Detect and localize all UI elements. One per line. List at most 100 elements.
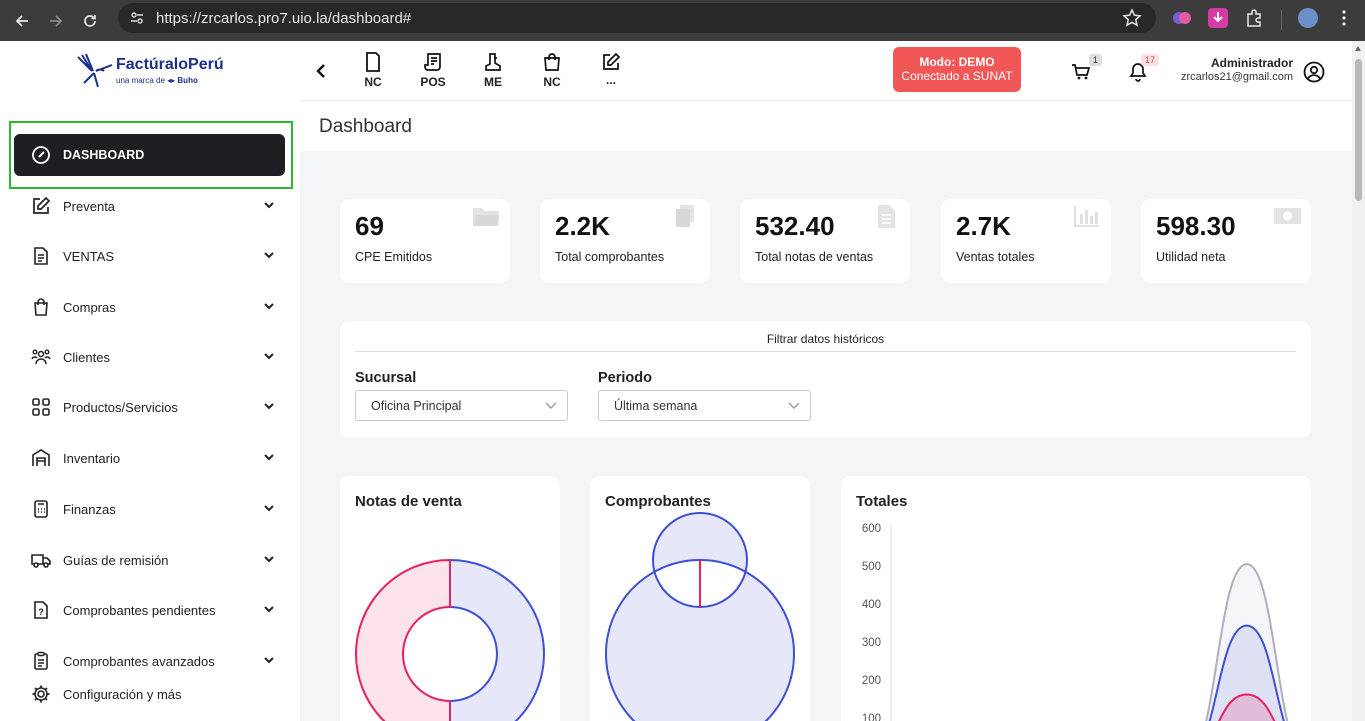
demo-mode-badge[interactable]: Modo: DEMO Conectado a SUNAT xyxy=(893,47,1021,92)
svg-text:?: ? xyxy=(38,607,44,617)
brain-extension-icon[interactable] xyxy=(1172,8,1192,28)
stat-card: 2.7K Ventas totales xyxy=(941,199,1111,283)
bag-icon xyxy=(530,51,574,73)
download-extension-icon[interactable] xyxy=(1208,8,1228,28)
quick-action-me[interactable]: ME xyxy=(471,51,515,93)
y-tick-label: 500 xyxy=(862,561,881,573)
sidebar-item-finanzas[interactable]: Finanzas xyxy=(14,488,285,530)
cart-icon[interactable] xyxy=(1071,62,1091,82)
area-series-fill xyxy=(1219,694,1275,721)
brand-tagline: una marca de ◂▸ Buho xyxy=(116,76,198,85)
quick-action-nc[interactable]: NC xyxy=(351,51,395,93)
edit-icon xyxy=(30,195,52,217)
toolbar-divider xyxy=(1281,10,1282,30)
reload-icon[interactable] xyxy=(78,9,102,33)
back-arrow-icon[interactable] xyxy=(10,9,34,33)
donut-slice[interactable] xyxy=(449,558,545,721)
period-select[interactable]: Última semana xyxy=(598,390,811,421)
stat-value: 69 xyxy=(355,211,384,241)
chevron-left-icon[interactable] xyxy=(314,63,328,79)
chart-title: Notas de venta xyxy=(355,493,462,510)
sidebar-item-label: VENTAS xyxy=(63,248,115,264)
sidebar-item-inventario[interactable]: Inventario xyxy=(14,437,285,479)
sidebar-item-label: Inventario xyxy=(63,450,121,466)
scrollbar-thumb[interactable] xyxy=(1355,59,1362,201)
page-title: Dashboard xyxy=(319,116,412,137)
brand-logo[interactable]: FactúraloPerú una marca de ◂▸ Buho xyxy=(76,53,226,93)
filter-divider xyxy=(355,351,1296,352)
area-series-line[interactable] xyxy=(891,624,1306,721)
chevron-down-icon xyxy=(264,303,274,310)
sidebar-item-avanzados[interactable]: Comprobantes avanzados xyxy=(14,640,285,682)
stat-value: 598.30 xyxy=(1156,211,1236,241)
notifications-count-badge: 17 xyxy=(1141,54,1160,66)
extensions-puzzle-icon[interactable] xyxy=(1244,8,1264,28)
url-text: https://zrcarlos.pro7.uio.la/dashboard# xyxy=(156,9,412,27)
chevron-down-icon xyxy=(264,403,274,410)
bar-chart-icon xyxy=(1074,206,1099,227)
page-scrollbar[interactable] xyxy=(1352,41,1365,721)
user-account-icon[interactable] xyxy=(1303,61,1325,83)
quick-action-nc-bag[interactable]: NC xyxy=(530,51,574,93)
site-settings-icon[interactable] xyxy=(126,7,148,29)
sidebar-item-preventa[interactable]: Preventa xyxy=(14,185,285,227)
copy-icon xyxy=(676,205,694,227)
quick-action-label: ME xyxy=(484,75,502,89)
document-icon xyxy=(30,245,52,267)
sidebar-item-guias[interactable]: Guías de remisión xyxy=(14,539,285,581)
chevron-down-icon xyxy=(545,402,557,409)
branch-select[interactable]: Oficina Principal xyxy=(355,390,568,421)
branch-select-value: Oficina Principal xyxy=(371,399,462,413)
chevron-down-icon xyxy=(264,556,274,563)
user-info[interactable]: Administrador zrcarlos21@gmail.com xyxy=(1181,56,1293,83)
area-series-line[interactable] xyxy=(891,563,1306,721)
y-tick-label: 400 xyxy=(862,599,881,611)
hummingbird-logo-icon xyxy=(77,53,113,88)
browser-toolbar: https://zrcarlos.pro7.uio.la/dashboard# xyxy=(0,0,1365,41)
user-name: Administrador xyxy=(1210,56,1293,70)
user-email: zrcarlos21@gmail.com xyxy=(1180,71,1293,83)
filter-title: Filtrar datos históricos xyxy=(766,332,885,346)
pencil-icon xyxy=(589,51,633,73)
quick-action-more[interactable]: ... xyxy=(589,51,633,93)
stat-label: CPE Emitidos xyxy=(355,250,433,264)
browser-menu-icon[interactable] xyxy=(1334,8,1354,28)
quick-action-label: NC xyxy=(364,75,382,89)
stat-card: 598.30 Utilidad neta xyxy=(1141,199,1311,283)
stat-value: 532.40 xyxy=(755,211,835,241)
pending-document-icon: ? xyxy=(30,599,52,621)
y-tick-label: 200 xyxy=(862,675,881,687)
chart-card-notas: Notas de venta xyxy=(340,476,560,721)
grid-icon xyxy=(30,396,52,418)
bookmark-star-icon[interactable] xyxy=(1122,8,1142,28)
quick-action-pos[interactable]: POS xyxy=(411,51,455,93)
chevron-down-icon xyxy=(264,454,274,461)
quick-action-label: NC xyxy=(543,75,561,89)
sidebar-item-label: Finanzas xyxy=(63,501,116,517)
sidebar-item-ventas[interactable]: VENTAS xyxy=(14,235,285,277)
gear-icon xyxy=(30,683,52,705)
period-select-value: Última semana xyxy=(614,399,698,413)
sidebar-item-productos[interactable]: Productos/Servicios xyxy=(14,386,285,428)
stat-label: Utilidad neta xyxy=(1156,250,1226,264)
y-tick-label: 100 xyxy=(862,713,881,721)
donut-slice[interactable] xyxy=(605,512,795,721)
address-bar[interactable]: https://zrcarlos.pro7.uio.la/dashboard# xyxy=(118,3,1156,33)
stat-card: 69 CPE Emitidos xyxy=(340,199,510,283)
profile-avatar-icon[interactable] xyxy=(1298,8,1318,28)
scroll-up-arrow-icon[interactable] xyxy=(1355,46,1361,51)
chevron-down-icon xyxy=(264,252,274,259)
sidebar-item-pendientes[interactable]: ? Comprobantes pendientes xyxy=(14,589,285,631)
sidebar-item-compras[interactable]: Compras xyxy=(14,286,285,328)
chart-card-comprobantes: Comprobantes xyxy=(590,476,810,721)
sidebar-item-configuracion[interactable]: Configuración y más xyxy=(14,673,285,715)
forward-arrow-icon[interactable] xyxy=(44,9,68,33)
sidebar-item-clientes[interactable]: Clientes xyxy=(14,336,285,378)
area-series-line[interactable] xyxy=(891,693,1306,721)
stat-card: 2.2K Total comprobantes xyxy=(540,199,710,283)
chevron-down-icon xyxy=(788,402,800,409)
sidebar-item-dashboard[interactable]: DASHBOARD xyxy=(14,134,285,176)
donut-slice[interactable] xyxy=(355,558,451,721)
brand-name: FactúraloPerú xyxy=(116,56,224,73)
sidebar-item-label: Configuración y más xyxy=(63,686,182,702)
